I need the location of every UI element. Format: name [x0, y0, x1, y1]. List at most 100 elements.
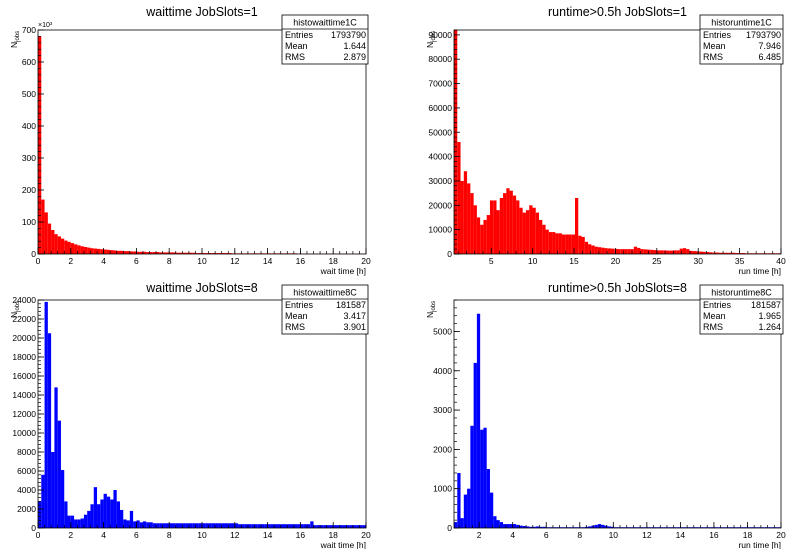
histogram-bar: [712, 252, 716, 254]
y-tick-label: 70000: [428, 79, 452, 89]
stats-entries-value: 181587: [751, 300, 781, 310]
histogram-bar: [356, 525, 360, 528]
y-tick-label: 0: [31, 249, 36, 259]
histogram-bar: [692, 251, 696, 254]
x-tick-label: 25: [652, 256, 662, 266]
histogram-bar: [51, 230, 55, 254]
histogram-bar: [116, 501, 120, 528]
histogram-bar: [162, 252, 166, 254]
y-tick-label: 8000: [17, 447, 36, 457]
histogram-bar: [568, 234, 572, 254]
histogram-bar: [97, 504, 101, 528]
histogram-bar: [254, 524, 258, 528]
histogram-bar: [179, 523, 183, 528]
histogram-bar: [293, 524, 298, 528]
histogram-bar: [172, 523, 176, 528]
histogram-bar: [221, 523, 225, 528]
histogram-bar: [90, 504, 94, 528]
x-tick-label: 35: [735, 256, 745, 266]
histogram-bar: [205, 523, 209, 528]
histogram-bar: [679, 248, 683, 254]
histogram-bar: [274, 524, 278, 528]
histogram-panel-2: runtime>0.5h JobSlots=1 5 10 15 20 25 30 35 40 0 1…: [425, 5, 786, 276]
y-tick-label: 6000: [17, 466, 36, 476]
histogram-bar: [480, 224, 484, 254]
histogram-bar: [535, 212, 540, 254]
histogram-bar: [224, 523, 229, 528]
histogram-bar: [60, 238, 65, 254]
histogram-bar: [529, 526, 533, 528]
histogram-bar: [142, 521, 147, 528]
histogram-bar: [198, 253, 202, 254]
x-tick-label: 16: [296, 530, 306, 540]
x-axis-label: run time [h]: [738, 540, 781, 549]
histogram-bar: [499, 198, 504, 254]
y-tick-label: 60000: [428, 103, 452, 113]
histogram-bar: [126, 251, 130, 254]
histogram-bar: [326, 525, 330, 528]
x-tick-label: 4: [101, 256, 106, 266]
histogram-bar: [673, 250, 677, 254]
histogram-bar: [607, 526, 611, 528]
histogram-bar: [129, 510, 134, 528]
histogram-bar: [156, 523, 160, 528]
histogram-bar: [261, 524, 265, 528]
stats-rms-value: 3.901: [343, 322, 366, 332]
histogram-bar: [129, 251, 134, 254]
y-tick-label: 100: [22, 217, 36, 227]
histogram-bar: [123, 251, 127, 254]
histogram-bar: [185, 252, 189, 254]
histogram-bar: [172, 252, 176, 254]
y-tick-label: 200: [22, 185, 36, 195]
histogram-bar: [486, 215, 490, 254]
stats-box-frame: [699, 284, 784, 335]
stats-rms-value: 1.264: [758, 322, 781, 332]
stats-rms-label: RMS: [285, 52, 305, 62]
histogram-bar: [539, 526, 543, 528]
histogram-bar: [228, 523, 232, 528]
x-tick-label: 16: [709, 530, 719, 540]
histogram-bar: [67, 241, 71, 254]
histogram-bar: [156, 252, 160, 254]
histogram-bar: [267, 524, 271, 528]
histogram-bar: [529, 205, 533, 254]
histogram-bar: [581, 236, 585, 254]
histogram-bar: [159, 523, 163, 528]
histogram-bar: [38, 501, 42, 528]
stats-mean-value: 3.417: [343, 311, 366, 321]
x-tick-label: 10: [528, 256, 538, 266]
x-tick-label: 4: [510, 530, 515, 540]
histogram-bar: [221, 253, 225, 254]
histogram-bar: [270, 524, 275, 528]
y-tick-label: 0: [31, 523, 36, 533]
histogram-bar: [584, 241, 589, 254]
histogram-bar: [705, 252, 710, 254]
stats-rms-label: RMS: [703, 322, 723, 332]
histogram-bar: [352, 525, 357, 528]
x-tick-label: 16: [296, 256, 306, 266]
histogram-bar: [74, 244, 78, 254]
histogram-bar: [64, 501, 68, 528]
stats-rms-label: RMS: [703, 52, 723, 62]
histogram-bar: [624, 249, 628, 254]
stats-box-name: historuntime1C: [711, 18, 772, 28]
histogram-bar: [470, 193, 474, 254]
stats-entries-value: 181587: [336, 300, 366, 310]
histogram-bar: [284, 524, 288, 528]
histogram-bar: [676, 250, 680, 254]
histogram-bar: [175, 523, 180, 528]
histogram-bar: [139, 251, 143, 254]
histogram-bar: [476, 217, 481, 254]
y-tick-label: 40000: [428, 152, 452, 162]
histogram-bar: [715, 252, 719, 254]
histogram-bar: [346, 525, 350, 528]
stats-entries-label: Entries: [703, 300, 732, 310]
y-tick-label: 500: [22, 89, 36, 99]
histogram-bar: [333, 525, 337, 528]
x-tick-label: 14: [676, 530, 686, 540]
histogram-bar: [620, 249, 625, 254]
histogram-bar: [100, 249, 104, 254]
histogram-bar: [54, 234, 58, 254]
histogram-bar: [257, 524, 262, 528]
